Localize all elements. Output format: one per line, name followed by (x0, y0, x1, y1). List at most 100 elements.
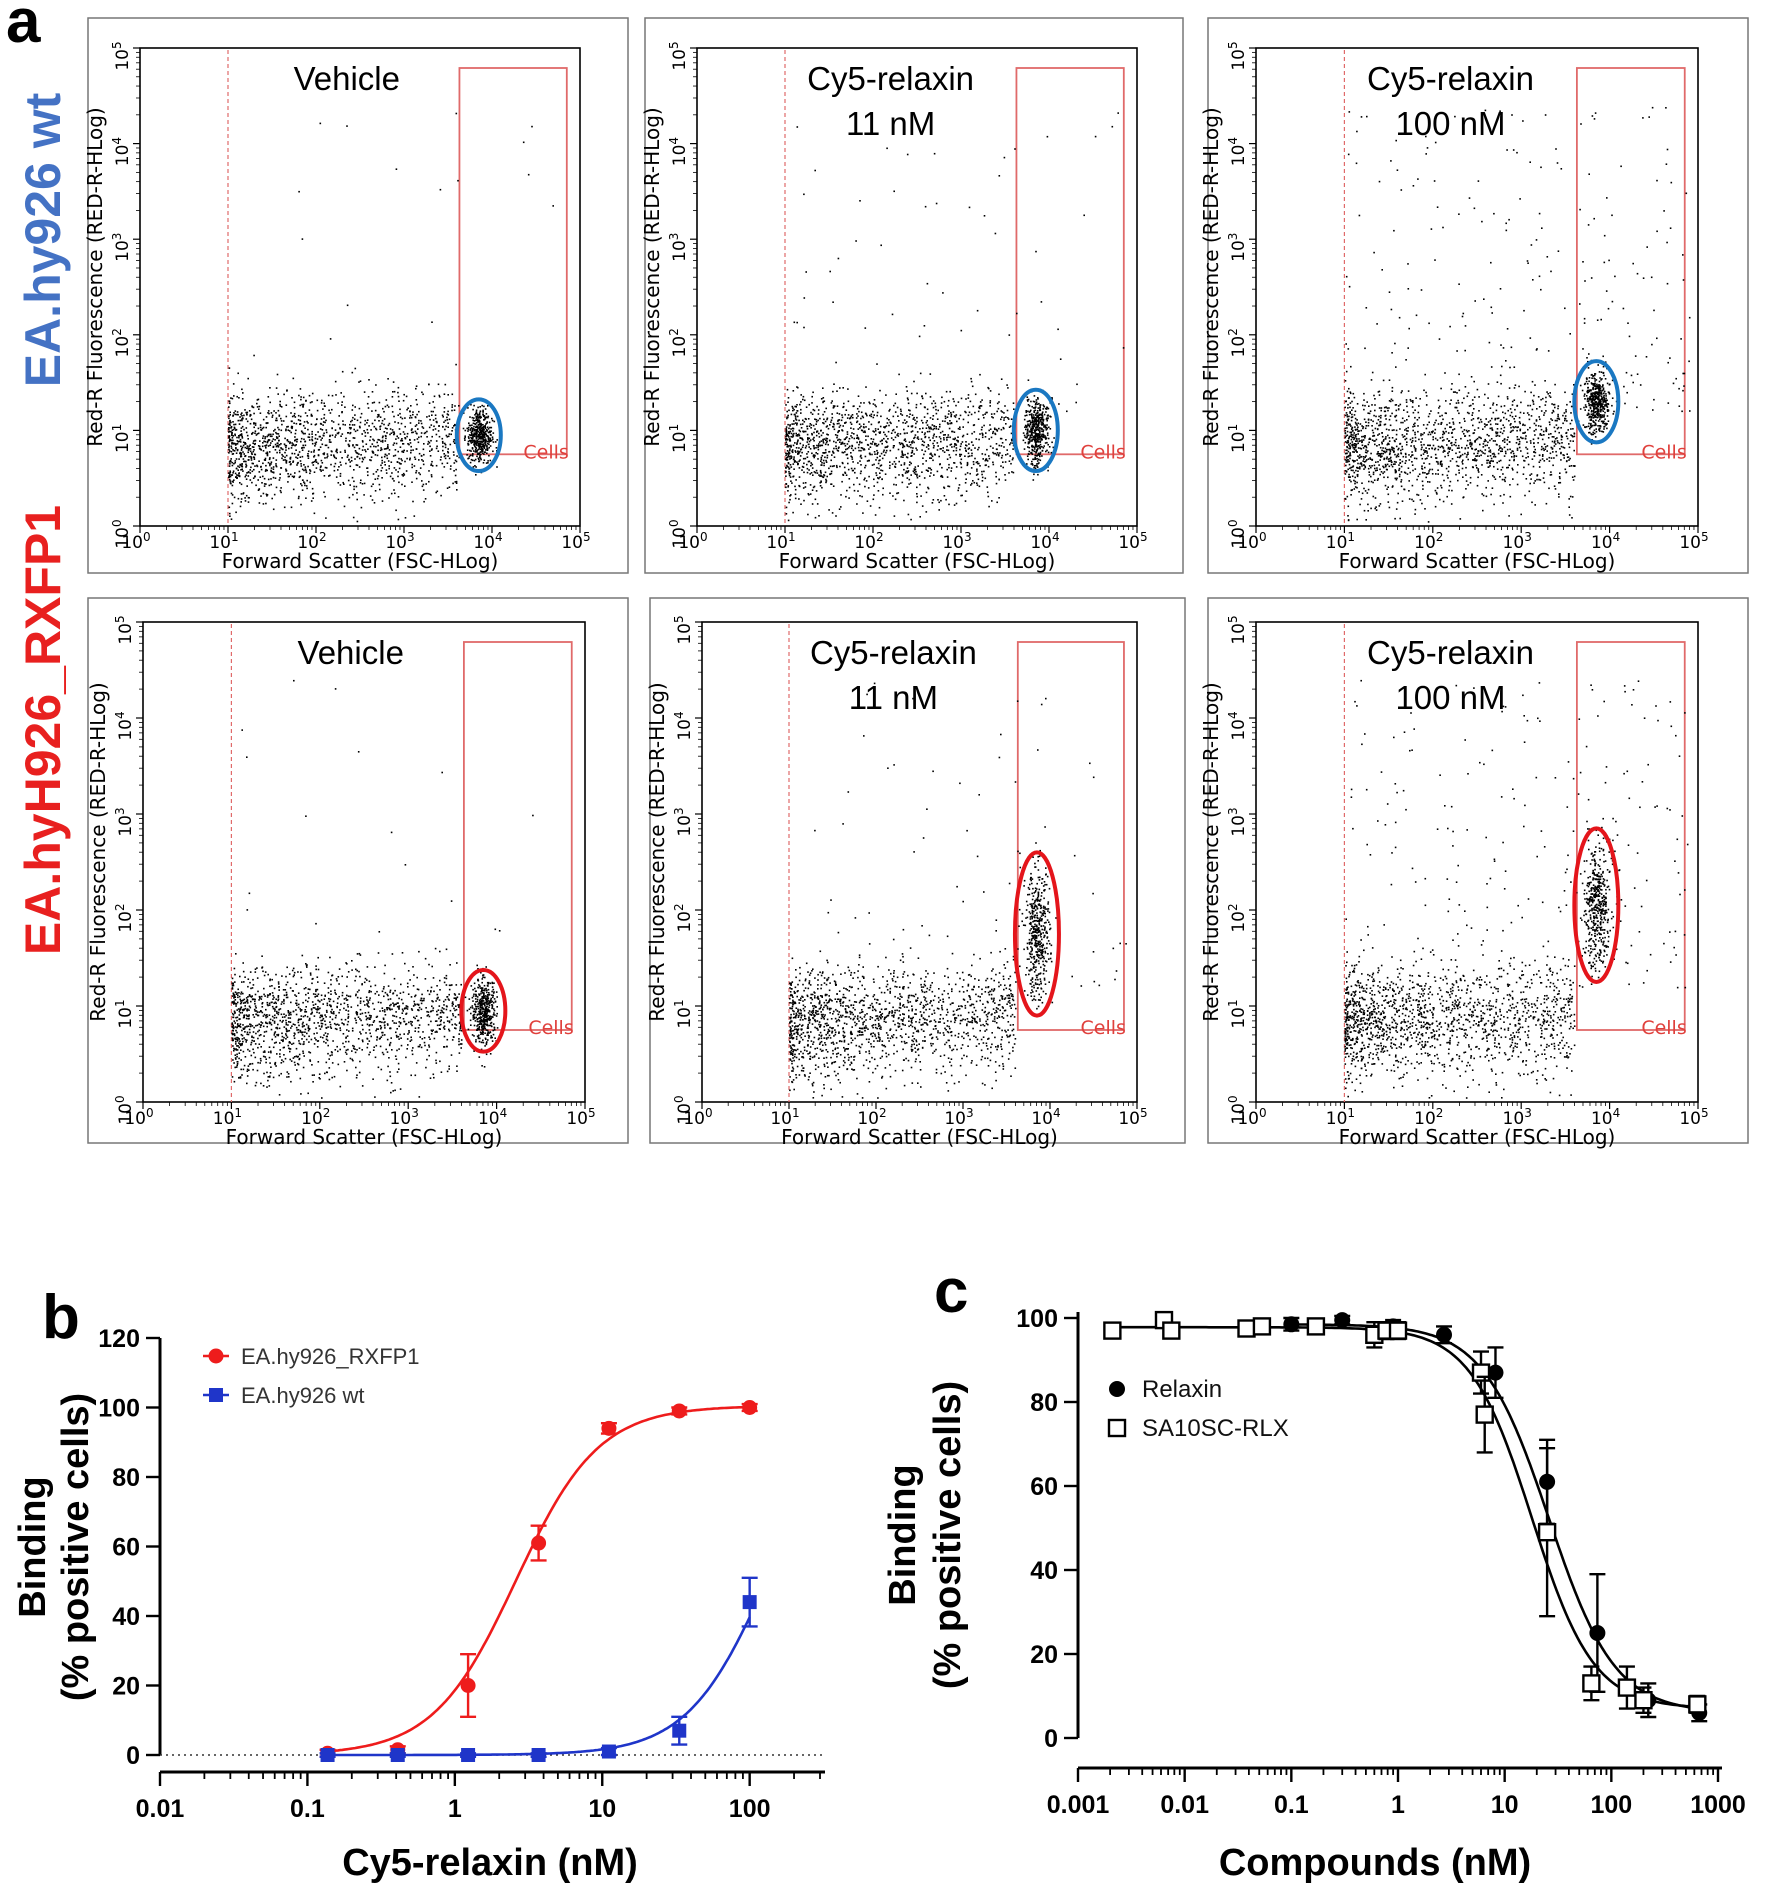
event-dot (938, 436, 941, 438)
event-dot (820, 458, 823, 461)
event-dot (848, 486, 851, 489)
event-dot (819, 471, 822, 473)
event-dot (386, 447, 388, 450)
event-dot (854, 447, 857, 450)
event-dot (269, 444, 271, 446)
event-dot (1471, 414, 1473, 416)
event-dot (422, 463, 425, 466)
event-dot (1028, 420, 1030, 422)
event-dot (479, 457, 482, 460)
event-dot (478, 453, 480, 456)
event-dot (249, 444, 251, 446)
event-dot (429, 445, 431, 448)
event-dot (878, 477, 880, 480)
row-label-2: EA.hyH926_RXFP1 (15, 505, 71, 955)
event-dot (868, 428, 870, 430)
event-dot (1531, 399, 1534, 402)
event-dot (353, 428, 355, 431)
event-dot (411, 431, 413, 434)
event-dot (1041, 424, 1043, 426)
event-dot (852, 416, 854, 419)
event-dot (983, 215, 986, 217)
event-dot (1449, 480, 1452, 483)
event-dot (873, 431, 875, 433)
event-dot (828, 467, 830, 470)
event-dot (1437, 469, 1439, 471)
event-dot (366, 428, 369, 431)
event-dot (787, 416, 789, 419)
event-dot (1344, 441, 1347, 443)
event-dot (265, 493, 268, 496)
event-dot (807, 493, 810, 495)
event-dot (232, 449, 234, 451)
event-dot (379, 425, 382, 427)
event-dot (953, 400, 955, 403)
event-dot (1426, 452, 1428, 454)
event-dot (922, 427, 924, 430)
event-dot (842, 462, 844, 465)
event-dot (872, 498, 875, 501)
event-dot (267, 434, 270, 437)
event-dot (948, 485, 951, 488)
event-dot (369, 495, 372, 497)
event-dot (266, 494, 269, 496)
event-dot (968, 443, 970, 445)
event-dot (1042, 404, 1045, 406)
event-dot (821, 475, 823, 478)
event-dot (949, 420, 951, 422)
event-dot (305, 400, 307, 402)
event-dot (794, 450, 797, 452)
event-dot (285, 415, 288, 418)
event-dot (301, 403, 303, 406)
event-dot (1006, 384, 1008, 386)
event-dot (496, 439, 498, 441)
event-dot (1032, 458, 1034, 461)
event-dot (244, 442, 246, 444)
event-dot (1023, 448, 1026, 450)
event-dot (344, 451, 346, 453)
event-dot (1010, 418, 1013, 420)
event-dot (243, 453, 245, 455)
event-dot (440, 456, 442, 458)
event-dot (230, 482, 232, 485)
event-dot (954, 443, 956, 445)
event-dot (1440, 486, 1443, 489)
event-dot (303, 438, 305, 441)
event-dot (1365, 455, 1367, 457)
event-dot (356, 455, 359, 458)
event-dot (1377, 461, 1379, 463)
event-dot (360, 506, 363, 509)
event-dot (830, 472, 833, 475)
event-dot (302, 424, 305, 427)
event-dot (254, 442, 256, 445)
event-dot (250, 459, 253, 461)
event-dot (287, 440, 290, 443)
event-dot (814, 498, 817, 501)
event-dot (1384, 451, 1386, 454)
event-dot (1571, 517, 1573, 519)
event-dot (960, 453, 963, 456)
event-dot (240, 413, 242, 416)
event-dot (276, 451, 278, 454)
event-dot (384, 453, 387, 456)
event-dot (985, 432, 987, 434)
event-dot (230, 518, 233, 520)
event-dot (323, 413, 326, 416)
event-dot (918, 335, 921, 338)
event-dot (901, 414, 904, 416)
event-dot (449, 468, 452, 470)
event-dot (990, 436, 993, 439)
event-dot (489, 445, 492, 447)
event-dot (228, 446, 230, 449)
event-dot (309, 401, 312, 404)
event-dot (1041, 455, 1043, 457)
event-dot (809, 423, 812, 425)
event-dot (1345, 412, 1348, 414)
event-dot (444, 444, 447, 446)
event-dot (938, 501, 940, 504)
event-dot (1391, 412, 1393, 415)
event-dot (822, 438, 824, 441)
event-dot (796, 126, 799, 128)
event-dot (254, 453, 257, 456)
event-dot (926, 282, 929, 285)
